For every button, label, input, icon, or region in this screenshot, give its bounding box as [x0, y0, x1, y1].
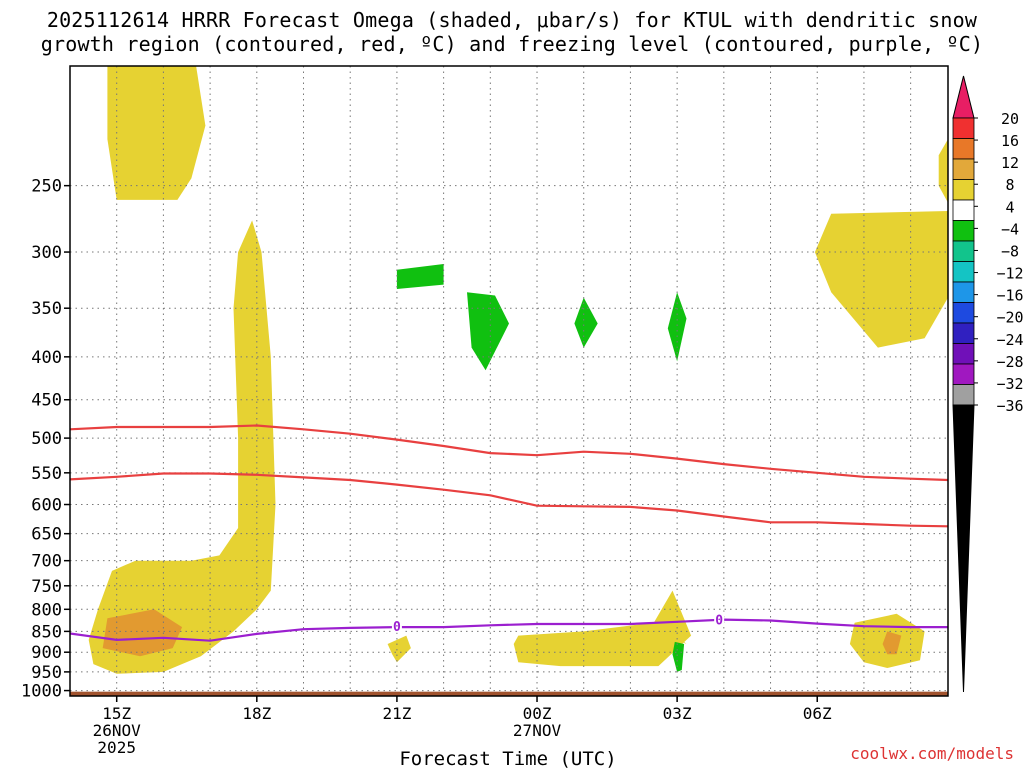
contour-line-1 — [70, 472, 948, 528]
colorbar-segment-9 — [952, 302, 975, 324]
omega-region-10 — [396, 264, 444, 289]
y-tick-label-850: 850 — [31, 622, 62, 642]
contour-label-0: 0 — [393, 620, 401, 635]
colorbar-segment-5 — [952, 220, 975, 242]
y-tick-label-700: 700 — [31, 552, 62, 572]
omega-region-0 — [107, 66, 206, 200]
colorbar-segment-6 — [952, 240, 975, 262]
x-tick-label-3: 00Z — [523, 704, 552, 723]
omega-region-13 — [667, 292, 687, 362]
colorbar-label-2: 12 — [1001, 154, 1019, 172]
y-tick-label-300: 300 — [31, 243, 62, 263]
y-tick-label-550: 550 — [31, 464, 62, 484]
colorbar-label-1: 16 — [1001, 132, 1019, 150]
colorbar: 20 16 12 8 4 −4 −8 −12 −16 −20 −24 −28 −32 −36 — [952, 75, 1024, 693]
colorbar-label-11: −28 — [996, 353, 1023, 371]
colorbar-label-12: −32 — [996, 375, 1023, 393]
colorbar-label-9: −20 — [996, 309, 1023, 327]
contour-label-bg-0 — [391, 617, 402, 633]
omega-shading — [88, 66, 948, 674]
y-tick-label-400: 400 — [31, 348, 62, 368]
plot-border — [69, 65, 949, 697]
colorbar-segment-11 — [952, 343, 975, 365]
colorbar-segment-10 — [952, 322, 975, 344]
omega-region-11 — [467, 292, 509, 371]
colorbar-top-triangle — [952, 75, 975, 119]
colorbar-bottom-triangle — [952, 404, 975, 693]
y-tick-label-800: 800 — [31, 600, 62, 620]
colorbar-segment-12 — [952, 363, 975, 385]
y-tick-label-350: 350 — [31, 299, 62, 319]
contour-label-bg-1 — [714, 611, 725, 627]
colorbar-segment-4 — [952, 199, 975, 221]
y-tick-label-600: 600 — [31, 496, 62, 516]
y-tick-label-750: 750 — [31, 577, 62, 597]
y-axis: 2503003504004505005506006507007508008509… — [21, 177, 70, 702]
ground-band-rect — [70, 691, 948, 696]
contour-line-0 — [70, 424, 948, 482]
y-tick-label-650: 650 — [31, 525, 62, 545]
x-axis-label: Forecast Time (UTC) — [399, 748, 616, 768]
colorbar-segment-2 — [952, 158, 975, 180]
x-tick-label-2: 21Z — [382, 704, 411, 723]
colorbar-segment-7 — [952, 261, 975, 283]
contour-line-2 — [70, 618, 948, 642]
x-tick-year-0: 2025 — [97, 738, 136, 757]
colorbar-segment-8 — [952, 281, 975, 303]
x-tick-label-5: 06Z — [803, 704, 832, 723]
colorbar-label-13: −36 — [996, 397, 1023, 415]
omega-region-4 — [667, 635, 687, 644]
x-tick-date-3: 27NOV — [513, 721, 562, 740]
y-tick-label-450: 450 — [31, 391, 62, 411]
colorbar-label-0: 20 — [1001, 110, 1019, 128]
title-line-2: growth region (contoured, red, ºC) and f… — [40, 32, 984, 56]
omega-region-2 — [387, 635, 411, 663]
omega-region-8 — [102, 609, 183, 657]
site-credit[interactable]: coolwx.com/models — [850, 744, 1014, 763]
y-tick-label-250: 250 — [31, 177, 62, 197]
x-tick-label-4: 03Z — [663, 704, 692, 723]
contour-label-1: 0 — [715, 614, 723, 629]
omega-region-14 — [672, 641, 685, 672]
colorbar-label-10: −24 — [996, 331, 1023, 349]
y-tick-label-500: 500 — [31, 429, 62, 449]
y-tick-label-1000: 1000 — [21, 682, 62, 702]
colorbar-label-3: 8 — [1005, 176, 1014, 194]
title-line-1: 2025112614 HRRR Forecast Omega (shaded, … — [46, 8, 978, 32]
omega-region-1 — [88, 220, 276, 674]
colorbar-label-6: −8 — [1001, 242, 1019, 260]
colorbar-label-5: −4 — [1001, 220, 1019, 238]
ground-band — [70, 691, 948, 696]
omega-region-9 — [882, 631, 902, 655]
colorbar-segment-3 — [952, 179, 975, 201]
chart-title: 2025112614 HRRR Forecast Omega (shaded, … — [0, 8, 1024, 56]
x-tick-date-0: 26NOV — [93, 721, 142, 740]
colorbar-label-4: 4 — [1005, 198, 1014, 216]
colorbar-segment-1 — [952, 138, 975, 160]
x-tick-label-1: 18Z — [242, 704, 271, 723]
colorbar-label-7: −12 — [996, 265, 1023, 283]
x-tick-label-0: 15Z — [102, 704, 131, 723]
omega-region-5 — [814, 211, 948, 348]
colorbar-segment-0 — [952, 117, 975, 139]
y-tick-label-900: 900 — [31, 643, 62, 663]
plot-frame — [69, 65, 949, 697]
y-tick-label-950: 950 — [31, 663, 62, 683]
grid-lines — [70, 66, 948, 696]
omega-region-3 — [513, 590, 692, 667]
colorbar-label-8: −16 — [996, 287, 1023, 305]
omega-region-12 — [574, 297, 598, 348]
colorbar-segment-13 — [952, 384, 975, 406]
omega-region-6 — [938, 139, 948, 203]
